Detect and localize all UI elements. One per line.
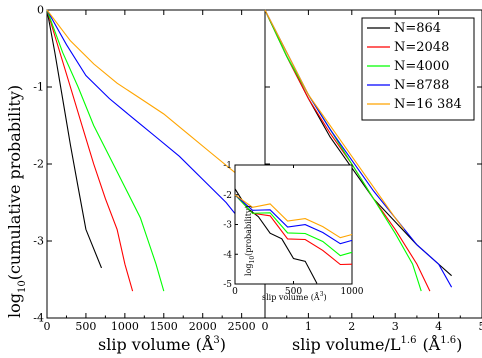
inset-y-axis-label: log10(probability) <box>244 205 256 276</box>
y-axis-label: log10(cumulative probability) <box>5 85 28 318</box>
legend-label: N=8788 <box>394 78 449 93</box>
left-x-tick-label: 1500 <box>150 320 178 333</box>
right-x-tick-label: 1 <box>305 320 312 333</box>
inset-y-tick-label: -1 <box>223 161 232 171</box>
inset-x-tick-label: 1000 <box>341 287 364 297</box>
left-series-n4000 <box>46 9 165 292</box>
inset-frame <box>234 164 353 285</box>
left-series-n2048 <box>46 9 134 292</box>
right-x-tick-label: 3 <box>392 320 399 333</box>
right-x-tick-label: 4 <box>435 320 442 333</box>
left-panel: 0 500 1000 1500 2000 2500 0 -1 -2 -3 -4 <box>33 4 266 333</box>
legend-label: N=2048 <box>394 40 449 55</box>
left-y-tick-label: -2 <box>33 158 44 171</box>
left-y-tick-label: -1 <box>33 81 44 94</box>
legend-label: N=4000 <box>394 59 449 74</box>
left-y-tick-label: 0 <box>37 4 44 17</box>
left-x-tick-label: 2000 <box>189 320 217 333</box>
legend-box <box>361 17 475 121</box>
left-series-n16384 <box>46 9 258 192</box>
inset-x-axis-label: slip volume (Å3) <box>262 291 327 302</box>
right-x-tick-label: 0 <box>262 320 269 333</box>
inset-y-tick-label: -4 <box>223 250 232 260</box>
inset-y-tick-label: -5 <box>223 280 232 290</box>
right-x-tick-label: 5 <box>479 320 482 333</box>
inset-series-n4000 <box>234 194 353 257</box>
left-y-tick-label: -3 <box>33 235 44 248</box>
inset-x-tick-label: 0 <box>232 287 238 297</box>
legend: N=864 N=2048 N=4000 N=8788 N=16 384 <box>361 17 475 121</box>
inset-series-n8788 <box>234 194 353 245</box>
left-x-axis-label: slip volume (Å3) <box>98 334 226 354</box>
left-x-tick-label: 1000 <box>111 320 139 333</box>
right-panel: 0 1 2 3 4 5 <box>262 9 482 333</box>
inset-panel: 0 500 1000 -1 -2 -3 -4 -5 <box>223 161 364 297</box>
inset-y-tick-label: -2 <box>223 191 232 201</box>
right-series-n16384 <box>264 9 405 230</box>
left-x-tick-label: 0 <box>44 320 51 333</box>
right-series-n4000 <box>264 9 422 292</box>
left-x-tick-label: 500 <box>75 320 96 333</box>
left-y-tick-label: -4 <box>33 312 44 325</box>
left-series-n864 <box>46 9 103 269</box>
legend-label: N=864 <box>394 21 441 36</box>
legend-label: N=16 384 <box>394 97 462 112</box>
left-x-tick-label: 2500 <box>228 320 256 333</box>
inset-series-n16384 <box>234 194 353 239</box>
inset-y-tick-label: -3 <box>223 221 232 231</box>
axis-labels: slip volume (Å3) log10(cumulative probab… <box>5 85 462 354</box>
left-series-n8788 <box>46 9 258 242</box>
right-x-tick-label: 2 <box>348 320 355 333</box>
inset-x-tick-label: 500 <box>285 287 302 297</box>
left-frame <box>46 9 266 319</box>
right-x-axis-label: slip volume/L1.6 (Å1.6) <box>292 334 462 354</box>
